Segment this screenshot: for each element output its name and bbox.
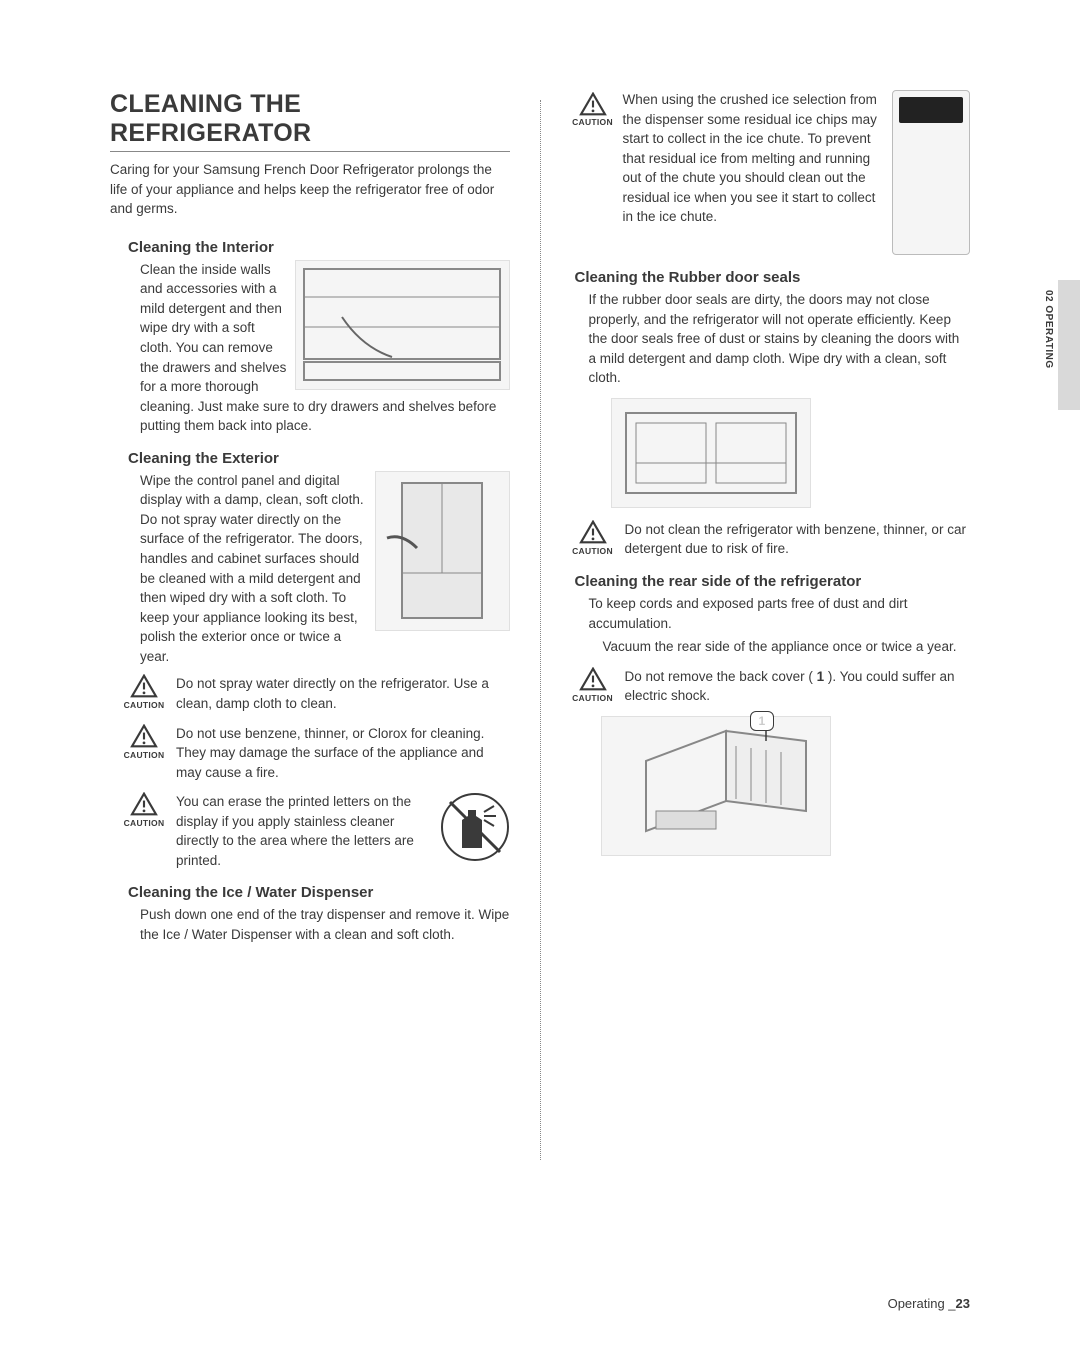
- rear-side-text-1: To keep cords and exposed parts free of …: [589, 594, 971, 633]
- fridge-interior-illustration: [295, 260, 510, 390]
- caution-benzene-fire: CAUTION Do not clean the refrigerator wi…: [571, 520, 971, 559]
- rear-side-text-2: Vacuum the rear side of the appliance on…: [603, 637, 971, 657]
- page-title: CLEANING THE REFRIGERATOR: [110, 90, 510, 152]
- dispenser-panel-illustration: [892, 90, 970, 255]
- callout-1: 1: [750, 711, 775, 731]
- fridge-exterior-illustration: [375, 471, 510, 631]
- side-tab: [1058, 280, 1080, 410]
- caution-benzene-clorox: CAUTION Do not use benzene, thinner, or …: [122, 724, 510, 783]
- caution-icon: CAUTION: [571, 92, 615, 127]
- caution-icon: CAUTION: [122, 724, 166, 761]
- side-tab-label: 02 OPERATING: [1043, 290, 1054, 369]
- caution-label: CAUTION: [124, 817, 165, 829]
- rubber-seals-text: If the rubber door seals are dirty, the …: [589, 290, 971, 388]
- column-divider: [540, 100, 541, 1160]
- caution-stainless-cleaner: CAUTION You can erase the printed letter…: [122, 792, 510, 870]
- caution-spray-water: CAUTION Do not spray water directly on t…: [122, 674, 510, 713]
- dispenser-text: Push down one end of the tray dispenser …: [140, 905, 510, 944]
- caution-back-cover: CAUTION Do not remove the back cover ( 1…: [571, 667, 971, 706]
- page-content: CLEANING THE REFRIGERATOR Caring for you…: [0, 0, 1080, 1200]
- heading-rear-side: Cleaning the rear side of the refrigerat…: [575, 573, 971, 590]
- heading-exterior: Cleaning the Exterior: [128, 450, 510, 467]
- right-column: CAUTION When using the crushed ice selec…: [571, 90, 971, 1160]
- caution-icon: CAUTION: [571, 667, 615, 704]
- caution-icon: CAUTION: [571, 520, 615, 557]
- caution-ice-chute-text: When using the crushed ice selection fro…: [623, 90, 885, 227]
- left-column: CLEANING THE REFRIGERATOR Caring for you…: [110, 90, 510, 1160]
- caution-label: CAUTION: [124, 749, 165, 761]
- caution-back-cover-text-pre: Do not remove the back cover (: [625, 669, 817, 684]
- caution-text: Do not clean the refrigerator with benze…: [625, 520, 971, 559]
- intro-text: Caring for your Samsung French Door Refr…: [110, 160, 510, 219]
- spray-bottle-icon: [440, 792, 510, 862]
- heading-interior: Cleaning the Interior: [128, 239, 510, 256]
- heading-dispenser: Cleaning the Ice / Water Dispenser: [128, 884, 510, 901]
- interior-block: Clean the inside walls and accessories w…: [140, 260, 510, 436]
- footer-label: Operating _: [888, 1296, 956, 1311]
- caution-text: Do not spray water directly on the refri…: [176, 674, 510, 713]
- door-seal-illustration: [611, 398, 811, 508]
- caution-stainless-text: You can erase the printed letters on the…: [176, 794, 414, 868]
- caution-label: CAUTION: [572, 692, 613, 704]
- exterior-block: Wipe the control panel and digital displ…: [140, 471, 510, 667]
- caution-label: CAUTION: [572, 545, 613, 557]
- caution-text: You can erase the printed letters on the…: [176, 792, 510, 870]
- page-footer: Operating _23: [888, 1296, 970, 1311]
- caution-ice-chute: CAUTION When using the crushed ice selec…: [571, 90, 971, 255]
- caution-icon: CAUTION: [122, 792, 166, 829]
- callout-ref-1: 1: [817, 669, 825, 684]
- footer-page-number: 23: [956, 1296, 970, 1311]
- heading-rubber-seals: Cleaning the Rubber door seals: [575, 269, 971, 286]
- caution-label: CAUTION: [572, 117, 613, 127]
- caution-text: Do not use benzene, thinner, or Clorox f…: [176, 724, 510, 783]
- rear-side-illustration: 1: [601, 716, 831, 856]
- caution-icon: CAUTION: [122, 674, 166, 711]
- caution-text: Do not remove the back cover ( 1 ). You …: [625, 667, 971, 706]
- caution-label: CAUTION: [124, 699, 165, 711]
